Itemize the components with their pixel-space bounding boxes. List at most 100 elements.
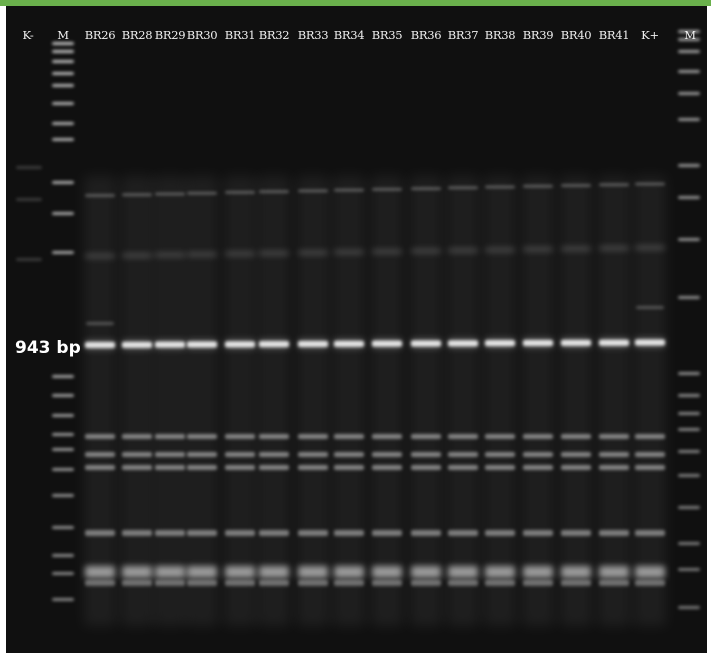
mid-band [411, 434, 441, 439]
mid-band [448, 465, 478, 470]
mid-band [448, 434, 478, 439]
faint-band [561, 183, 591, 187]
ladder-band-left [52, 84, 74, 87]
lane-smear [258, 176, 290, 626]
faint-band [155, 192, 185, 196]
main-band-glow [523, 338, 553, 349]
lane-label-br33: BR33 [297, 28, 329, 42]
primer-band [561, 580, 591, 586]
primer-band [259, 566, 289, 578]
ladder-band-right [678, 394, 700, 397]
mid-band [523, 452, 553, 457]
main-band-glow [372, 338, 402, 349]
primer-band [411, 580, 441, 586]
ladder-band-right [678, 428, 700, 431]
faint-band [635, 182, 665, 186]
mid-band [561, 434, 591, 439]
ladder-band-right [678, 38, 700, 41]
mid-band [259, 452, 289, 457]
ladder-band-right [678, 412, 700, 415]
primer-band [187, 566, 217, 578]
lane-label-k-: K+ [641, 28, 659, 42]
mid-band [334, 434, 364, 439]
negative-control-band [16, 198, 42, 201]
mid-band [155, 434, 185, 439]
main-band-glow [122, 339, 152, 350]
lane-label-m-left: M [57, 28, 69, 42]
primer-band [599, 566, 629, 578]
faint-band [599, 183, 629, 187]
faint-band [122, 193, 152, 197]
primer-band [85, 580, 115, 586]
lower-band [523, 530, 553, 536]
lower-band [85, 530, 115, 536]
lower-band [411, 530, 441, 536]
primer-band [523, 566, 553, 578]
lane-label-br31: BR31 [224, 28, 256, 42]
mid-band [599, 434, 629, 439]
lane-smear [186, 176, 218, 626]
main-band-glow [448, 338, 478, 349]
faint-band [411, 249, 441, 254]
lower-band [448, 530, 478, 536]
primer-band [225, 566, 255, 578]
primer-band [85, 566, 115, 578]
lane-smear [224, 176, 256, 626]
faint-band [561, 246, 591, 251]
ladder-band-left [52, 102, 74, 105]
mid-band [85, 465, 115, 470]
size-marker-label: 943 bp [15, 338, 81, 358]
faint-band [259, 251, 289, 256]
mid-band [599, 452, 629, 457]
lane-smear [560, 176, 592, 626]
primer-band [225, 580, 255, 586]
ladder-band-right [678, 196, 700, 199]
faint-band [187, 191, 217, 195]
main-band-glow [561, 337, 591, 348]
primer-band [372, 580, 402, 586]
main-band-glow [635, 337, 665, 348]
mid-band [298, 452, 328, 457]
faint-band [485, 247, 515, 252]
lower-band [372, 530, 402, 536]
lane-label-br36: BR36 [410, 28, 442, 42]
lane-smear [154, 176, 186, 626]
mid-band [187, 452, 217, 457]
mid-band [334, 452, 364, 457]
lower-band [561, 530, 591, 536]
negative-control-band [16, 166, 42, 169]
lane-label-br29: BR29 [154, 28, 186, 42]
mid-band [187, 465, 217, 470]
mid-band [372, 465, 402, 470]
primer-band [599, 580, 629, 586]
faint-band [122, 253, 152, 258]
lane-smear [121, 176, 153, 626]
gel-bands-canvas [16, 30, 700, 626]
mid-band [635, 434, 665, 439]
lane-smear [484, 176, 516, 626]
mid-band [485, 434, 515, 439]
mid-band [122, 434, 152, 439]
mid-band [561, 452, 591, 457]
ladder-band-left [52, 448, 74, 451]
ladder-band-left [52, 50, 74, 53]
mid-band [599, 465, 629, 470]
faint-band [298, 189, 328, 193]
mid-band [122, 452, 152, 457]
ladder-band-right [678, 372, 700, 375]
mid-band [85, 434, 115, 439]
primer-band [155, 566, 185, 578]
ladder-band-right [678, 92, 700, 95]
faint-band [372, 187, 402, 191]
main-band-glow [485, 338, 515, 349]
ladder-band-right [678, 568, 700, 571]
main-band-glow [259, 339, 289, 350]
lane-label-br34: BR34 [333, 28, 365, 42]
primer-band [448, 566, 478, 578]
mid-band [259, 465, 289, 470]
faint-band [259, 190, 289, 194]
faint-band [85, 254, 115, 258]
faint-band [298, 250, 328, 255]
lane-label-br41: BR41 [598, 28, 630, 42]
main-band-glow [298, 339, 328, 350]
